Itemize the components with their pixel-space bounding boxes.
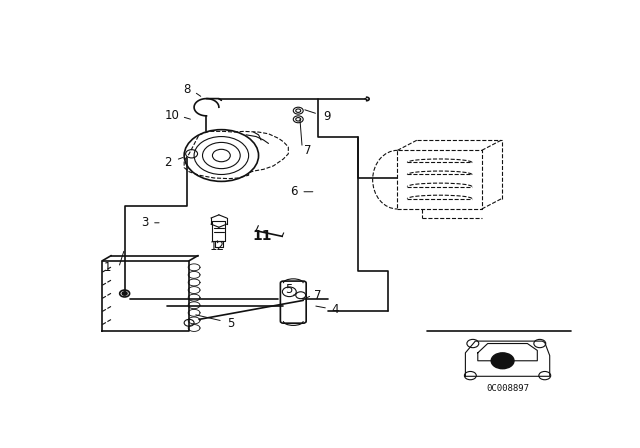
Text: 4: 4 [332, 303, 339, 316]
Text: 5: 5 [228, 317, 235, 330]
Circle shape [122, 292, 127, 295]
Text: 8: 8 [183, 83, 190, 96]
Text: 12: 12 [210, 240, 225, 253]
Text: 0C008897: 0C008897 [486, 384, 529, 393]
Text: 1: 1 [104, 261, 111, 274]
Text: 7: 7 [305, 144, 312, 157]
Text: 6: 6 [291, 185, 298, 198]
Text: 7: 7 [314, 289, 322, 302]
Text: 10: 10 [164, 109, 179, 122]
Text: 9: 9 [323, 110, 330, 123]
Text: 2: 2 [164, 156, 172, 169]
Text: 5: 5 [285, 283, 292, 296]
Text: 11: 11 [252, 228, 272, 242]
Text: 3: 3 [141, 216, 148, 229]
Circle shape [491, 353, 514, 369]
